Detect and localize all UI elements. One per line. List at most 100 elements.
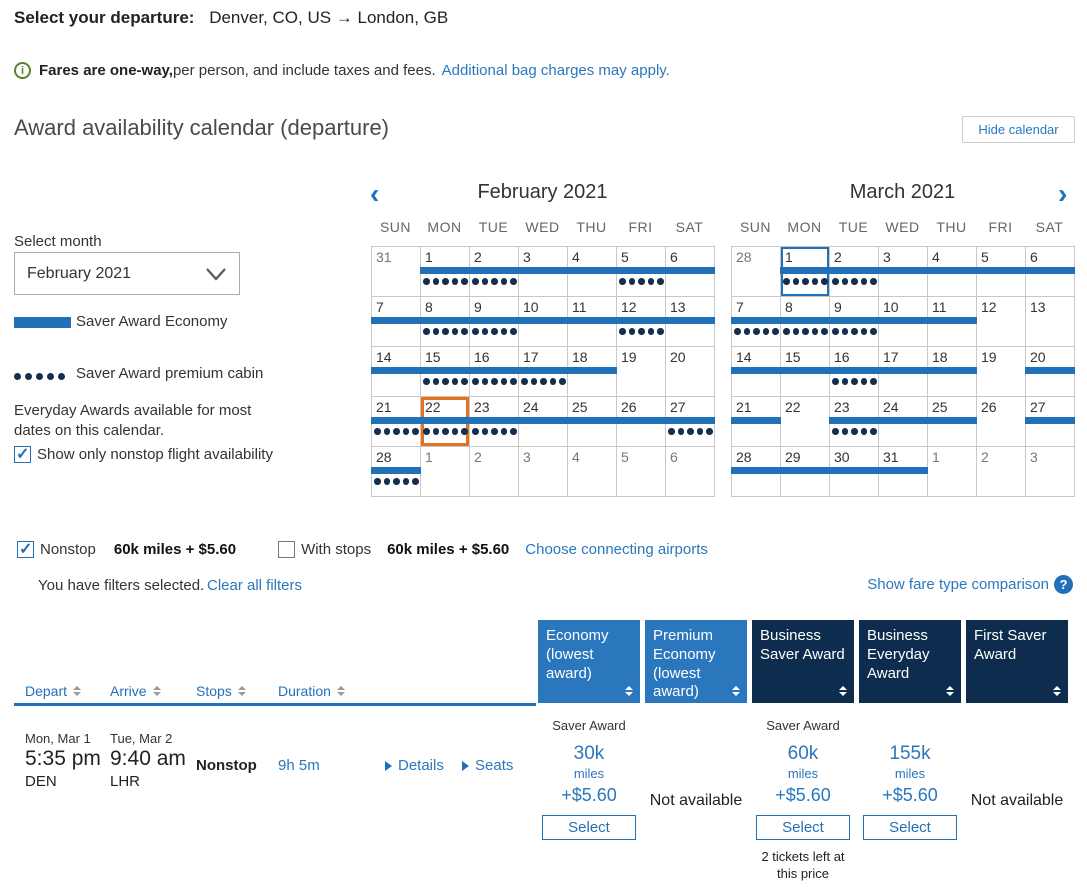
fare-column-header-2[interactable]: Business Saver Award (752, 620, 854, 703)
calendar-day-17[interactable]: 17 (518, 347, 568, 397)
calendar-day-31[interactable]: 31 (372, 247, 421, 297)
calendar-day-5[interactable]: 5 (616, 247, 666, 297)
calendar-day-12[interactable]: 12 (977, 297, 1026, 347)
calendar-day-17[interactable]: 17 (878, 347, 928, 397)
nonstop-filter-checkbox[interactable] (17, 539, 34, 559)
calendar-day-7[interactable]: 7 (371, 297, 421, 347)
duration-column-header[interactable]: Duration (278, 683, 345, 699)
calendar-day-22[interactable]: 22 (420, 397, 470, 447)
calendar-day-1[interactable]: 1 (421, 447, 470, 497)
hide-calendar-button[interactable]: Hide calendar (962, 116, 1075, 143)
miles-unit: miles (787, 766, 819, 781)
day-number: 4 (932, 249, 940, 265)
help-icon[interactable]: ? (1054, 575, 1073, 594)
calendar-day-2[interactable]: 2 (470, 447, 519, 497)
calendar-day-11[interactable]: 11 (927, 297, 977, 347)
calendar-day-16[interactable]: 16 (829, 347, 879, 397)
calendar-day-24[interactable]: 24 (518, 397, 568, 447)
calendar-day-20[interactable]: 20 (666, 347, 715, 397)
calendar-day-2[interactable]: 2 (469, 247, 519, 297)
calendar-day-18[interactable]: 18 (927, 347, 977, 397)
calendar-day-8[interactable]: 8 (780, 297, 830, 347)
calendar-day-6[interactable]: 6 (665, 247, 715, 297)
calendar-day-25[interactable]: 25 (927, 397, 977, 447)
calendar-day-27[interactable]: 27 (665, 397, 715, 447)
calendar-day-9[interactable]: 9 (469, 297, 519, 347)
depart-column-header[interactable]: Depart (25, 683, 82, 699)
arrive-column-header[interactable]: Arrive (110, 683, 161, 699)
calendar-day-9[interactable]: 9 (829, 297, 879, 347)
calendar-day-4[interactable]: 4 (927, 247, 977, 297)
calendar-day-28[interactable]: 28 (371, 447, 421, 497)
calendar-day-19[interactable]: 19 (977, 347, 1026, 397)
select-button[interactable]: Select (542, 815, 636, 840)
calendar-day-1[interactable]: 1 (928, 447, 977, 497)
calendar-day-13[interactable]: 13 (665, 297, 715, 347)
calendar-day-16[interactable]: 16 (469, 347, 519, 397)
details-link[interactable]: Details (385, 757, 444, 774)
calendar-day-3[interactable]: 3 (878, 247, 928, 297)
calendar-day-6[interactable]: 6 (1025, 247, 1075, 297)
seats-link[interactable]: Seats (462, 757, 513, 774)
calendar-day-27[interactable]: 27 (1025, 397, 1075, 447)
with-stops-filter-checkbox[interactable] (278, 541, 296, 558)
calendar-day-3[interactable]: 3 (518, 247, 568, 297)
calendar-day-5[interactable]: 5 (617, 447, 666, 497)
calendar-day-28[interactable]: 28 (731, 447, 781, 497)
show-nonstop-checkbox[interactable] (14, 444, 31, 464)
stops-column-header[interactable]: Stops (196, 683, 246, 699)
calendar-day-19[interactable]: 19 (617, 347, 666, 397)
calendar-day-10[interactable]: 10 (518, 297, 568, 347)
fare-column-header-4[interactable]: First Saver Award (966, 620, 1068, 703)
calendar-day-28[interactable]: 28 (732, 247, 781, 297)
bag-charges-link[interactable]: Additional bag charges may apply. (441, 62, 670, 79)
calendar-day-21[interactable]: 21 (371, 397, 421, 447)
calendar-day-14[interactable]: 14 (731, 347, 781, 397)
calendar-day-12[interactable]: 12 (616, 297, 666, 347)
saver-economy-bar (780, 267, 830, 274)
fare-column-header-3[interactable]: Business Everyday Award (859, 620, 961, 703)
calendar-day-1[interactable]: 1 (780, 247, 830, 297)
calendar-day-23[interactable]: 23 (829, 397, 879, 447)
calendar-day-6[interactable]: 6 (666, 447, 715, 497)
next-month-icon[interactable]: › (1058, 178, 1068, 209)
calendar-day-25[interactable]: 25 (567, 397, 617, 447)
calendar-day-22[interactable]: 22 (781, 397, 830, 447)
calendar-day-24[interactable]: 24 (878, 397, 928, 447)
calendar-day-21[interactable]: 21 (731, 397, 781, 447)
prev-month-icon[interactable]: ‹ (370, 178, 380, 209)
calendar-day-2[interactable]: 2 (829, 247, 879, 297)
show-fare-type-comparison-link[interactable]: Show fare type comparison (867, 576, 1049, 593)
select-button[interactable]: Select (756, 815, 850, 840)
month-select-dropdown[interactable]: February 2021 (14, 252, 240, 295)
calendar-day-5[interactable]: 5 (976, 247, 1026, 297)
calendar-day-13[interactable]: 13 (1026, 297, 1075, 347)
calendar-day-1[interactable]: 1 (420, 247, 470, 297)
calendar-day-23[interactable]: 23 (469, 397, 519, 447)
calendar-day-29[interactable]: 29 (780, 447, 830, 497)
calendar-day-18[interactable]: 18 (567, 347, 617, 397)
calendar-day-11[interactable]: 11 (567, 297, 617, 347)
select-button[interactable]: Select (863, 815, 957, 840)
calendar-day-26[interactable]: 26 (616, 397, 666, 447)
calendar-day-4[interactable]: 4 (567, 247, 617, 297)
fare-column-header-1[interactable]: Premium Economy (lowest award) (645, 620, 747, 703)
clear-all-filters-link[interactable]: Clear all filters (207, 577, 303, 594)
calendar-day-26[interactable]: 26 (977, 397, 1026, 447)
stops-value: Nonstop (196, 757, 257, 774)
calendar-day-31[interactable]: 31 (878, 447, 928, 497)
calendar-day-7[interactable]: 7 (731, 297, 781, 347)
calendar-day-10[interactable]: 10 (878, 297, 928, 347)
calendar-day-15[interactable]: 15 (780, 347, 830, 397)
calendar-day-15[interactable]: 15 (420, 347, 470, 397)
calendar-day-20[interactable]: 20 (1025, 347, 1075, 397)
calendar-day-2[interactable]: 2 (977, 447, 1026, 497)
calendar-day-3[interactable]: 3 (1026, 447, 1075, 497)
fare-column-header-0[interactable]: Economy (lowest award) (538, 620, 640, 703)
calendar-day-30[interactable]: 30 (829, 447, 879, 497)
choose-connecting-airports-link[interactable]: Choose connecting airports (525, 541, 708, 558)
calendar-day-8[interactable]: 8 (420, 297, 470, 347)
calendar-day-3[interactable]: 3 (519, 447, 568, 497)
calendar-day-4[interactable]: 4 (568, 447, 617, 497)
calendar-day-14[interactable]: 14 (371, 347, 421, 397)
